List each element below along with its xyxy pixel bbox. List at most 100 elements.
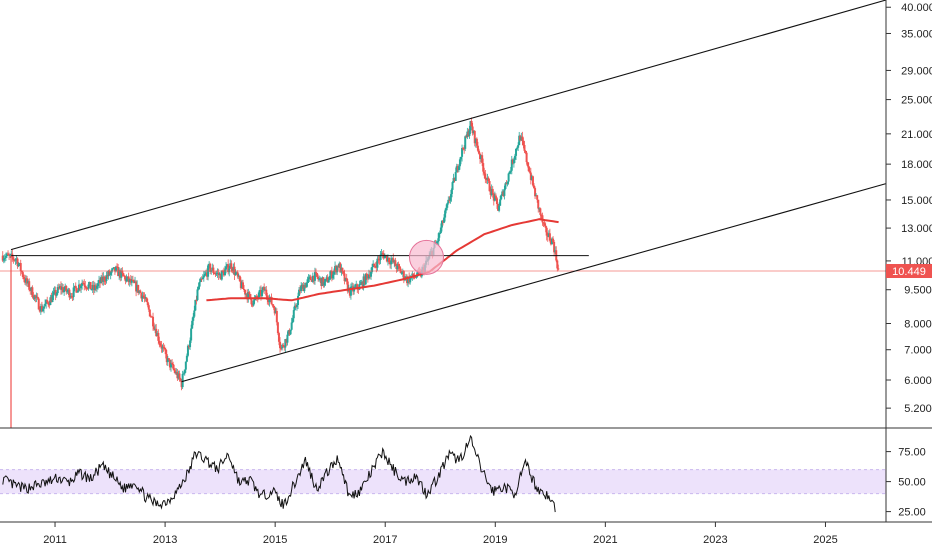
candle-body [85,287,88,289]
candle-body [250,299,253,305]
candle-body [30,287,33,291]
candle-body [65,285,68,292]
candle-body [497,203,500,211]
candle-body [1,255,4,261]
candle-body [316,273,319,277]
candle-body [21,272,24,278]
candle-body [38,309,41,312]
candle-body [393,260,396,263]
candle-body [75,288,78,293]
candle-body [479,153,482,160]
candle-body [398,266,401,269]
candle-body [180,380,183,388]
candle-body [239,281,242,289]
candle-body [111,268,114,270]
candle-body [530,176,533,180]
candle-body [204,272,207,274]
candle-body [271,304,274,306]
candle-body [259,290,262,296]
candle-body [500,195,503,200]
candle-body [376,258,379,268]
candle-body [258,290,261,293]
candle-body [43,306,46,309]
candle-body [226,264,229,267]
candle-body [249,294,252,300]
candle-body [66,291,69,293]
candle-body [332,270,335,275]
time-axis: 2011 2013 2015 2017 2019 2021 2023 2025 [43,522,838,546]
candle-body [222,271,225,276]
candle-body [531,176,534,186]
candle-body [554,250,557,253]
candle-body [189,340,192,348]
candle-body [527,166,530,172]
candle-body [64,285,67,290]
candle-body [214,273,217,275]
candle-body [311,275,314,282]
candle-body [391,258,394,261]
price-tick-label: 18.000 [901,159,932,171]
candle-body [130,279,133,283]
candle-body [465,136,468,138]
candle-body [453,177,456,181]
candle-body [375,265,378,268]
candle-body [236,272,239,277]
lower-channel-line [181,183,887,383]
candle-body [510,159,513,171]
rsi-tick-label: 50.00 [898,477,926,489]
candle-body [307,277,310,280]
candle-body [156,332,159,336]
candle-body [549,240,552,245]
candle-body [341,267,344,272]
candle-body [215,273,218,275]
candle-body [212,267,215,274]
candle-body [440,220,443,228]
price-tick-label: 35.000 [901,28,932,40]
candle-body [16,258,19,267]
candle-body [28,281,31,290]
candle-body [442,220,444,223]
candle-body [360,281,363,284]
candle-body [504,183,507,189]
candle-body [71,296,74,298]
candle-body [91,284,94,290]
time-tick-label: 2025 [813,534,837,546]
candle-body [523,144,526,151]
upper-channel-line [10,0,887,251]
candle-body [45,300,48,304]
candle-body [12,257,15,260]
candle-body [145,297,148,302]
candle-body [195,299,198,301]
candle-body [131,279,134,281]
candle-body [305,282,308,288]
price-tick-label: 13.000 [901,223,932,235]
price-panel[interactable] [0,0,887,428]
candle-body [324,279,327,282]
candle-body [520,136,523,141]
rsi-panel[interactable] [0,434,886,513]
candle-body [178,373,181,379]
candle-body [317,276,320,280]
candle-body [87,284,90,289]
candle-body [483,171,486,174]
candle-body [225,266,228,270]
candle-body [343,273,346,282]
price-tick-label: 40.000 [901,2,932,14]
candle-body [68,289,71,298]
candle-body [123,275,126,277]
candle-body [113,267,116,272]
candle-body [536,195,539,200]
candle-body [248,292,251,295]
candle-body [508,171,511,174]
candle-body [327,280,330,283]
candle-body [490,188,493,195]
candle-body [407,276,410,284]
candle-body [338,263,341,268]
candle-body [345,277,348,282]
candle-body [493,195,496,201]
candle-body [36,296,39,299]
candle-body [518,135,521,146]
candle-body [32,296,35,299]
candle-body [487,177,490,182]
